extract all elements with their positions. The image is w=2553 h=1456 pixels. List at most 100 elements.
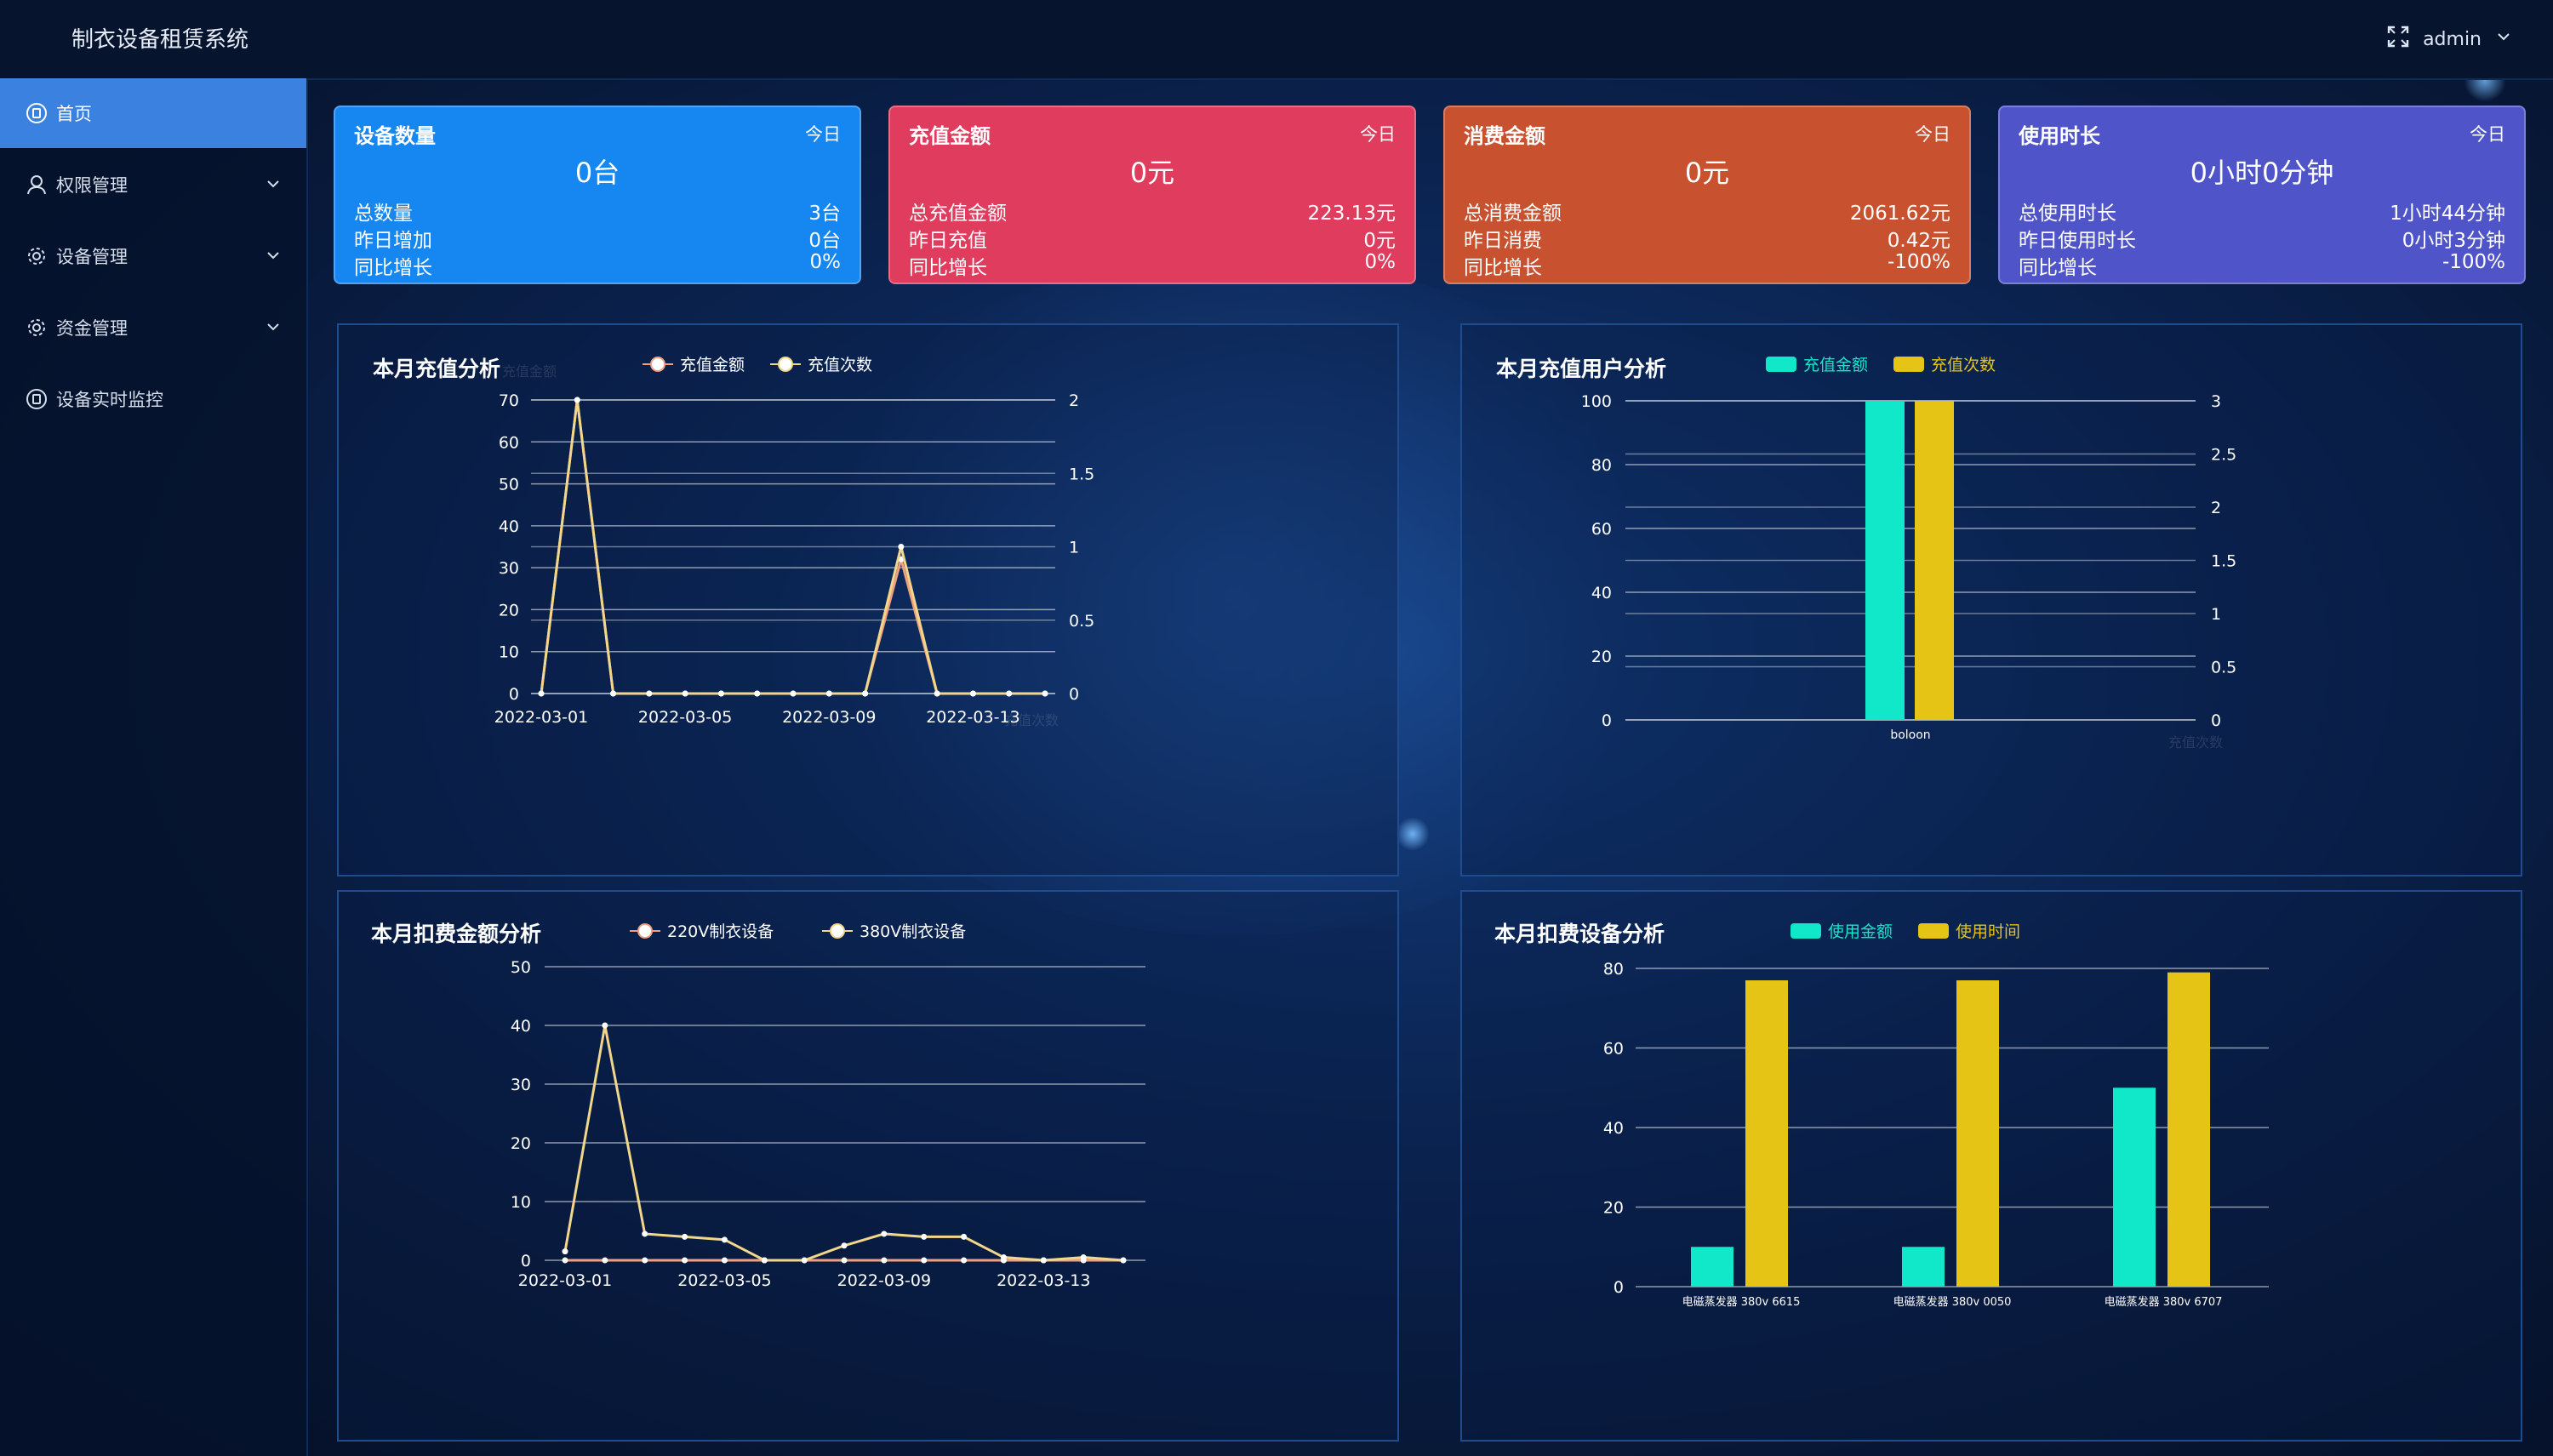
legend-swatch bbox=[1791, 923, 1821, 939]
card-value: 0元 bbox=[1684, 157, 1730, 189]
chevron-down-icon bbox=[266, 247, 281, 267]
data-point bbox=[761, 1257, 768, 1264]
sidebar-item-label: 资金管理 bbox=[56, 318, 128, 339]
data-point bbox=[602, 1022, 608, 1029]
y-tick-label: 80 bbox=[1603, 960, 1624, 979]
data-point bbox=[538, 690, 545, 697]
x-tick-label: 电磁蒸发器 380v 0050 bbox=[1893, 1295, 2012, 1309]
data-point bbox=[898, 544, 905, 550]
bar bbox=[1745, 980, 1788, 1287]
recharge-line-chart: 充值金额充值次数01020304050607000.511.522022-03-… bbox=[494, 356, 1094, 728]
chevron-down-icon[interactable] bbox=[2495, 28, 2512, 50]
data-point bbox=[610, 690, 617, 697]
card-title: 设备数量 bbox=[354, 124, 436, 148]
y-right-tick-label: 2 bbox=[2211, 499, 2221, 517]
username[interactable]: admin bbox=[2423, 28, 2482, 50]
sidebar-item-home[interactable]: 首页 bbox=[0, 78, 306, 148]
recharge-users-bar-chart: 02040608010000.511.522.53充值次数boloon充值金额充… bbox=[1581, 356, 2236, 749]
card-row: 同比增长 -100% bbox=[1464, 251, 1950, 279]
card-value: 0小时0分钟 bbox=[2190, 157, 2334, 189]
card-row: 同比增长 0% bbox=[909, 251, 1396, 279]
card-row: 总充值金额 223.13元 bbox=[909, 203, 1396, 225]
stat-card-recharge: 充值金额 今日 0元 总充值金额 223.13元 昨日充值 0元 同比增长 0% bbox=[888, 106, 1416, 284]
legend-swatch bbox=[1766, 357, 1796, 372]
card-period: 今日 bbox=[1915, 124, 1950, 145]
deduction-line-chart: 0 10 20 30 40 50 2022-03-01 2022-03-05 2022-03-0… bbox=[511, 922, 1145, 1290]
data-point bbox=[646, 690, 653, 697]
x-tick-label: 电磁蒸发器 380v 6707 bbox=[2105, 1295, 2223, 1309]
sidebar-item-permissions[interactable]: 权限管理 bbox=[0, 150, 306, 220]
legend-marker bbox=[650, 357, 665, 372]
data-point bbox=[754, 690, 761, 697]
data-point bbox=[825, 690, 832, 697]
y-tick-label: 70 bbox=[499, 391, 519, 410]
card-period: 今日 bbox=[2470, 124, 2505, 145]
data-point bbox=[881, 1257, 888, 1264]
stat-card-devices: 设备数量 今日 0台 总数量 3台 昨日增加 0台 同比增长 0% bbox=[334, 106, 861, 284]
deduction-devices-bar-chart: 0 20 40 60 80 电磁蒸发器 380v 6615 电磁蒸发器 380v 0050 电… bbox=[1603, 922, 2269, 1309]
fullscreen-icon[interactable] bbox=[2387, 26, 2409, 53]
data-point bbox=[1080, 1254, 1087, 1261]
x-tick-label: 2022-03-09 bbox=[782, 708, 876, 727]
data-point bbox=[1040, 1257, 1047, 1264]
x-tick-label: 2022-03-13 bbox=[926, 708, 1019, 727]
card-row: 总使用时长 1小时44分钟 bbox=[2019, 203, 2505, 225]
legend-label: 充值金额 bbox=[1803, 356, 1868, 374]
x-tick-label: 2022-03-09 bbox=[837, 1271, 931, 1290]
monitor-icon bbox=[26, 388, 48, 410]
card-row: 昨日充值 0元 bbox=[909, 230, 1396, 252]
y-tick-label: 60 bbox=[1603, 1040, 1624, 1059]
data-point bbox=[881, 1230, 888, 1237]
data-point bbox=[602, 1257, 608, 1264]
sidebar: 首页 权限管理 设备管理 资金管理 设备实时监控 bbox=[0, 78, 308, 1456]
y-tick-label: 40 bbox=[511, 1017, 531, 1036]
card-title: 消费金额 bbox=[1464, 124, 1545, 148]
data-point bbox=[862, 690, 869, 697]
bar bbox=[2113, 1088, 2156, 1287]
legend-label: 使用金额 bbox=[1828, 922, 1893, 941]
home-icon bbox=[26, 102, 48, 124]
y-tick-label: 10 bbox=[499, 643, 519, 662]
y-right-tick-label: 2 bbox=[1069, 391, 1079, 410]
y-right-tick-label: 2.5 bbox=[2211, 446, 2236, 465]
data-point bbox=[721, 1257, 728, 1264]
data-point bbox=[934, 690, 940, 697]
data-point bbox=[562, 1257, 568, 1264]
bar bbox=[1691, 1247, 1733, 1287]
card-row: 昨日消费 0.42元 bbox=[1464, 230, 1950, 252]
bar bbox=[1902, 1247, 1945, 1287]
y-tick-label: 20 bbox=[1603, 1199, 1624, 1218]
legend-label: 充值次数 bbox=[1931, 356, 1996, 374]
x-tick-label: 2022-03-05 bbox=[638, 708, 732, 727]
y-right-tick-label: 0 bbox=[1069, 685, 1079, 704]
data-point bbox=[801, 1257, 808, 1264]
top-bar: 制衣设备租赁系统 admin bbox=[0, 0, 2553, 80]
y-right-tick-label: 0 bbox=[2211, 711, 2221, 730]
card-period: 今日 bbox=[805, 124, 841, 145]
stat-card-usage-time: 使用时长 今日 0小时0分钟 总使用时长 1小时44分钟 昨日使用时长 0小时3分钟… bbox=[1998, 106, 2526, 284]
background-glow bbox=[1396, 817, 1430, 851]
data-point bbox=[1042, 690, 1048, 697]
x-tick-label: boloon bbox=[1890, 728, 1930, 742]
user-icon bbox=[26, 174, 48, 196]
y-tick-label: 20 bbox=[511, 1134, 531, 1153]
user-menu[interactable]: admin bbox=[2387, 24, 2512, 54]
gear-icon bbox=[26, 317, 48, 339]
y-tick-label: 40 bbox=[1591, 584, 1612, 602]
card-row: 同比增长 -100% bbox=[2019, 251, 2505, 279]
chart-panel-recharge: 本月充值分析 bbox=[337, 323, 1399, 876]
legend-label: 220V制衣设备 bbox=[667, 922, 774, 941]
y-tick-label: 20 bbox=[499, 601, 519, 620]
data-point bbox=[682, 1257, 688, 1264]
card-period: 今日 bbox=[1360, 124, 1396, 145]
sidebar-item-finance[interactable]: 资金管理 bbox=[0, 293, 306, 363]
sidebar-item-devices[interactable]: 设备管理 bbox=[0, 221, 306, 291]
right-axis-label: 充值次数 bbox=[2168, 734, 2223, 749]
y-tick-label: 30 bbox=[511, 1076, 531, 1094]
data-point bbox=[642, 1230, 648, 1237]
data-point bbox=[921, 1233, 928, 1240]
data-point bbox=[790, 690, 797, 697]
data-point bbox=[642, 1257, 648, 1264]
card-row: 总消费金额 2061.62元 bbox=[1464, 203, 1950, 225]
sidebar-item-monitor[interactable]: 设备实时监控 bbox=[0, 364, 306, 434]
